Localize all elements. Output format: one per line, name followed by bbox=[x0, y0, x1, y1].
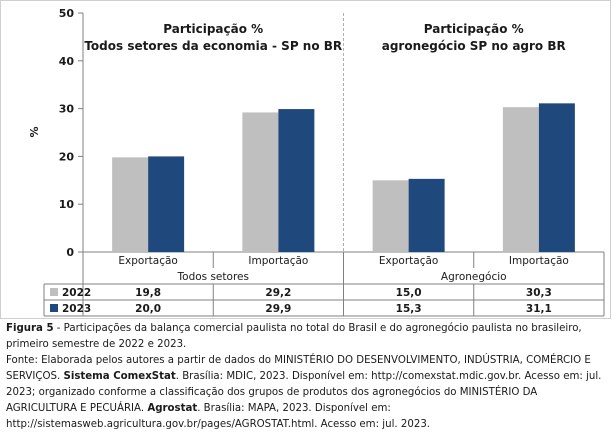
source-comexstat: Sistema ComexStat bbox=[63, 371, 176, 382]
source-prefix: Fonte: Elaborada pelos autores a partir … bbox=[6, 355, 591, 382]
chart-area: 0 10 20 30 40 50% Participação % Todos setores … bbox=[0, 0, 611, 319]
x-tick-label: Importação bbox=[509, 255, 569, 267]
bar-2022 bbox=[112, 157, 149, 252]
figure-text: - Participações da balança comercial pau… bbox=[6, 323, 582, 350]
group-label: Agronegócio bbox=[441, 271, 507, 283]
bar-2022 bbox=[372, 180, 409, 252]
panel-title-line1: Participação % bbox=[424, 22, 524, 36]
data-label: 29,9 bbox=[265, 303, 291, 315]
bar-2023 bbox=[278, 109, 315, 252]
y-tick-label: 10 bbox=[59, 198, 75, 211]
bar-2022 bbox=[502, 107, 539, 252]
data-label: 19,8 bbox=[135, 287, 161, 299]
bar-chart: 0 10 20 30 40 50% Participação % Todos setores … bbox=[0, 0, 611, 319]
chart-frame bbox=[0, 0, 611, 319]
x-tick-label: Exportação bbox=[379, 255, 438, 267]
data-label: 20,0 bbox=[135, 303, 161, 315]
figure-label: Figura 5 bbox=[6, 323, 54, 334]
caption-title: Figura 5 - Participações da balança come… bbox=[6, 321, 610, 353]
bar-2023 bbox=[408, 178, 445, 252]
data-label: 30,3 bbox=[526, 287, 552, 299]
data-label: 15,0 bbox=[396, 287, 422, 299]
bar-2023 bbox=[538, 103, 575, 252]
y-tick-label: 40 bbox=[59, 55, 75, 68]
x-tick-label: Exportação bbox=[118, 255, 177, 267]
panel-title-line1: Participação % bbox=[163, 22, 263, 36]
legend-swatch-2022 bbox=[50, 288, 58, 296]
y-tick-label: 20 bbox=[59, 150, 75, 163]
source-mid: . Brasília: MDIC, 2023. Disponível em: h… bbox=[6, 371, 602, 414]
y-tick-label: 0 bbox=[66, 246, 74, 259]
bar-2023 bbox=[148, 156, 185, 252]
source-end: . Brasília: MAPA, 2023. Disponível em: h… bbox=[6, 403, 431, 430]
panel-title-line2: agronegócio SP no agro BR bbox=[382, 39, 566, 53]
y-tick-label: 50 bbox=[59, 7, 75, 20]
data-label: 29,2 bbox=[265, 287, 291, 299]
y-axis-label: % bbox=[28, 126, 41, 137]
bar-2022 bbox=[242, 112, 279, 252]
source-agrostat: Agrostat bbox=[147, 403, 198, 414]
y-tick-label: 30 bbox=[59, 103, 75, 116]
caption-source: Fonte: Elaborada pelos autores a partir … bbox=[6, 353, 610, 433]
data-label: 31,1 bbox=[526, 303, 552, 315]
legend-label: 2022 bbox=[62, 287, 91, 299]
data-label: 15,3 bbox=[396, 303, 422, 315]
legend-label: 2023 bbox=[62, 303, 91, 315]
panel-title-line2: Todos setores da economia - SP no BR bbox=[84, 39, 342, 53]
legend-swatch-2023 bbox=[50, 304, 58, 312]
x-tick-label: Importação bbox=[248, 255, 308, 267]
figure-caption: Figura 5 - Participações da balança come… bbox=[6, 321, 610, 433]
group-label: Todos setores bbox=[177, 271, 249, 283]
